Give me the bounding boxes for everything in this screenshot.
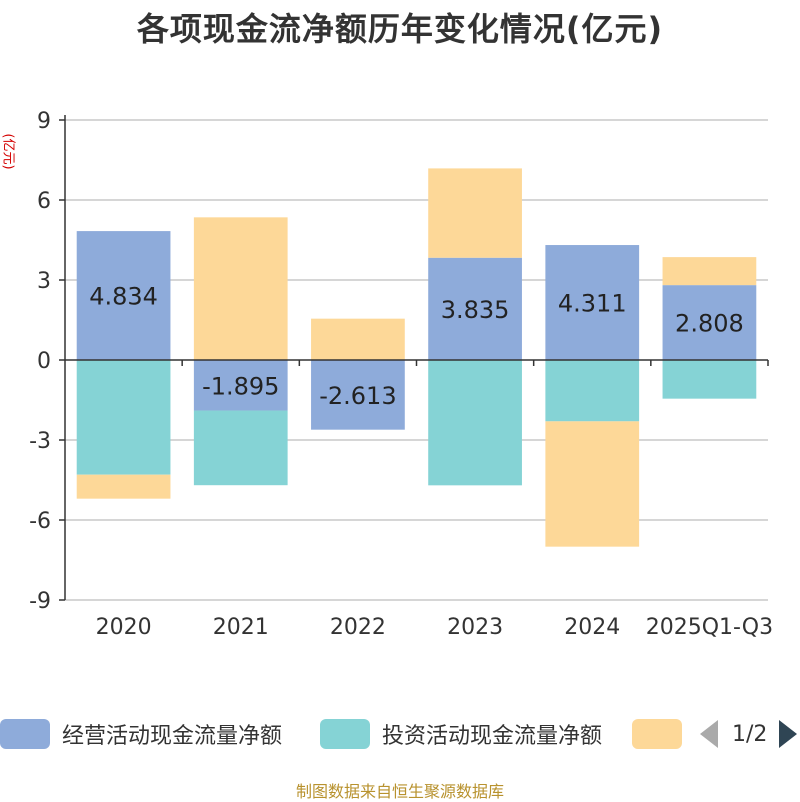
y-tick-label: -6 <box>29 509 51 534</box>
legend-label-operating: 经营活动现金流量净额 <box>62 724 283 749</box>
legend: 经营活动现金流量净额 投资活动现金流量净额 1/2 <box>0 716 800 752</box>
x-tick-label: 2020 <box>96 615 152 640</box>
bar-third-2025Q1-Q3 <box>662 257 757 286</box>
data-label-2020: 4.834 <box>89 283 158 311</box>
y-tick-label: 3 <box>37 269 51 294</box>
bar-third-2021 <box>193 217 288 360</box>
y-tick-label: 0 <box>37 349 51 374</box>
legend-swatch-operating <box>0 719 50 749</box>
bar-third-2020 <box>76 474 171 499</box>
legend-item-third-series[interactable] <box>632 716 694 752</box>
bar-operating-2025Q1-Q3 <box>662 285 757 360</box>
legend-label-investing: 投资活动现金流量净额 <box>382 724 603 749</box>
bars <box>76 168 757 547</box>
legend-next-page-icon[interactable] <box>779 720 798 748</box>
bar-operating-2022 <box>311 360 405 430</box>
bar-operating-2021 <box>193 360 288 411</box>
y-tick-label: 9 <box>37 109 51 134</box>
legend-swatch-third-series <box>632 719 682 749</box>
legend-page-indicator: 1/2 <box>732 721 768 747</box>
data-label-2024: 4.311 <box>558 290 627 318</box>
y-tick-label: -9 <box>29 589 51 614</box>
x-tick-label: 2022 <box>330 615 386 640</box>
bar-investing-2024 <box>545 360 640 422</box>
bar-third-2022 <box>311 318 405 360</box>
bar-third-2023 <box>428 168 522 258</box>
data-label-2023: 3.835 <box>441 296 510 324</box>
y-tick-label: 6 <box>37 189 51 214</box>
data-source-note: 制图数据来自恒生聚源数据库 <box>295 782 504 801</box>
data-label-2022: -2.613 <box>319 382 396 410</box>
legend-item-operating[interactable]: 经营活动现金流量净额 <box>0 716 282 752</box>
bar-operating-2020 <box>76 231 171 360</box>
legend-swatch-investing <box>320 719 370 749</box>
bar-investing-2023 <box>428 360 522 486</box>
legend-pager: 1/2 <box>700 716 798 752</box>
axes: 9 6 3 0 -3 -6 -9 2020 2021 2022 2023 2024 2025Q1-Q3 <box>29 109 773 640</box>
grid-lines <box>65 119 768 601</box>
x-tick-label: 2021 <box>213 615 269 640</box>
bar-operating-2023 <box>428 257 522 360</box>
x-tick-label: 2023 <box>447 615 503 640</box>
bar-investing-2020 <box>76 360 171 475</box>
data-label-2025Q1-Q3: 2.808 <box>675 310 744 338</box>
bar-investing-2025Q1-Q3 <box>662 360 757 399</box>
bar-operating-2024 <box>545 245 640 360</box>
y-tick-label: -3 <box>29 429 51 454</box>
chart-title: 各项现金流净额历年变化情况(亿元) <box>136 10 664 48</box>
x-tick-label: 2025Q1-Q3 <box>646 615 773 640</box>
bar-third-2024 <box>545 421 640 547</box>
data-labels: 4.834 -1.895 -2.613 3.835 4.311 2.808 <box>89 283 744 410</box>
legend-item-investing[interactable]: 投资活动现金流量净额 <box>320 716 602 752</box>
x-tick-label: 2024 <box>564 615 620 640</box>
bar-investing-2021 <box>193 410 288 486</box>
legend-prev-page-icon[interactable] <box>700 720 718 748</box>
data-label-2021: -1.895 <box>202 372 279 400</box>
